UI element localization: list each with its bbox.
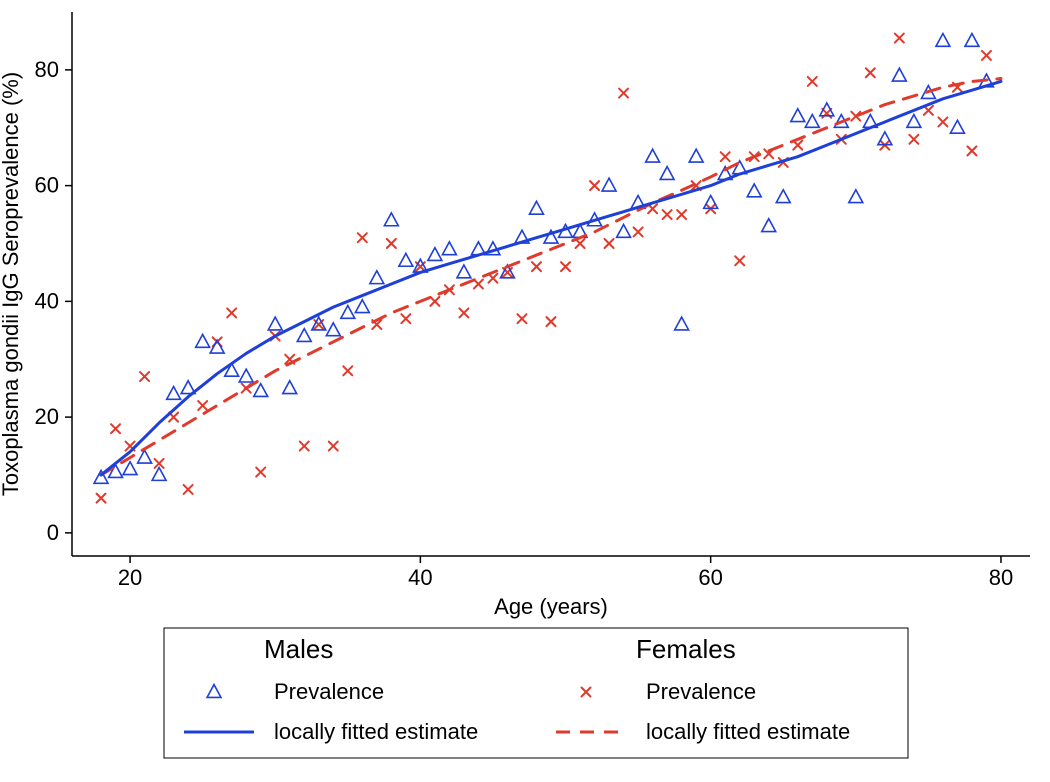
y-tick-label: 80	[35, 57, 59, 82]
triangle-marker	[326, 323, 340, 336]
legend: Males Prevalence locally fitted estimate Fe…	[164, 628, 908, 758]
triangle-marker	[123, 462, 137, 475]
triangle-marker	[355, 300, 369, 313]
chart-container: { "chart": { "type": "scatter", "width":…	[0, 0, 1050, 782]
triangle-marker	[791, 109, 805, 122]
females-points	[97, 34, 991, 503]
triangle-marker	[602, 178, 616, 191]
triangle-marker	[660, 167, 674, 180]
x-tick-label: 80	[989, 565, 1013, 590]
triangle-marker	[849, 190, 863, 203]
x-axis-label: Age (years)	[494, 594, 608, 619]
legend-column-title: Males	[264, 634, 333, 664]
triangle-marker	[167, 387, 181, 400]
triangle-marker	[907, 115, 921, 128]
y-tick-label: 0	[47, 520, 59, 545]
legend-item-label: locally fitted estimate	[274, 719, 478, 744]
legend-item-label: Prevalence	[274, 679, 384, 704]
triangle-marker	[892, 68, 906, 81]
males-points	[94, 33, 993, 483]
triangle-marker	[675, 317, 689, 330]
triangle-marker	[936, 33, 950, 46]
triangle-marker	[704, 196, 718, 209]
triangle-marker	[965, 33, 979, 46]
legend-item-label: Prevalence	[646, 679, 756, 704]
legend-column-title: Females	[636, 634, 736, 664]
triangle-marker	[950, 120, 964, 133]
triangle-marker	[207, 685, 221, 698]
triangle-marker	[138, 450, 152, 463]
plot-area	[94, 33, 1001, 502]
triangle-marker	[530, 201, 544, 214]
x-tick-label: 40	[408, 565, 432, 590]
triangle-marker	[196, 334, 210, 347]
triangle-marker	[689, 149, 703, 162]
triangle-marker	[370, 271, 384, 284]
triangle-marker	[776, 190, 790, 203]
triangle-marker	[878, 132, 892, 145]
triangle-marker	[152, 468, 166, 481]
triangle-marker	[254, 384, 268, 397]
chart-svg: 20 40 60 80 0 20 40 60 80 Age (years) Toxoplasma g…	[0, 0, 1050, 782]
triangle-marker	[457, 265, 471, 278]
triangle-marker	[442, 242, 456, 255]
y-axis-label: Toxoplasma gondii IgG Seroprevalence (%)	[0, 72, 23, 496]
females-line	[101, 79, 1001, 475]
triangle-marker	[283, 381, 297, 394]
y-tick-label: 20	[35, 404, 59, 429]
y-tick-label: 40	[35, 288, 59, 313]
triangle-marker	[805, 115, 819, 128]
triangle-marker	[384, 213, 398, 226]
triangle-marker	[762, 219, 776, 232]
legend-item-label: locally fitted estimate	[646, 719, 850, 744]
males-line	[101, 81, 1001, 475]
triangle-marker	[297, 329, 311, 342]
triangle-marker	[399, 253, 413, 266]
triangle-marker	[747, 184, 761, 197]
triangle-marker	[268, 317, 282, 330]
x-tick-label: 60	[698, 565, 722, 590]
triangle-marker	[646, 149, 660, 162]
triangle-marker	[428, 248, 442, 261]
triangle-marker	[239, 369, 253, 382]
y-tick-label: 60	[35, 173, 59, 198]
x-tick-label: 20	[118, 565, 142, 590]
triangle-marker	[341, 305, 355, 318]
triangle-marker	[617, 224, 631, 237]
